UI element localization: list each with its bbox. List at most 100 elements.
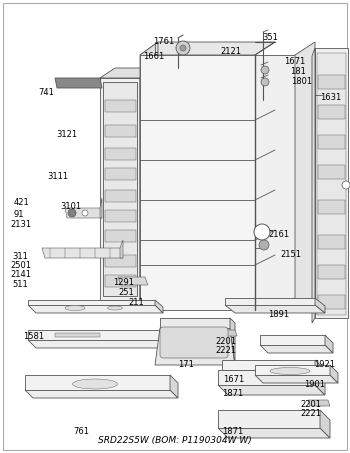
Text: 2121: 2121: [220, 47, 241, 56]
Polygon shape: [318, 135, 345, 149]
Text: 211: 211: [128, 298, 144, 307]
Text: 181: 181: [290, 67, 306, 76]
Circle shape: [180, 45, 186, 51]
Text: 1871: 1871: [222, 389, 243, 398]
Polygon shape: [325, 335, 333, 353]
Polygon shape: [140, 68, 155, 300]
Polygon shape: [318, 200, 345, 214]
Text: 2201: 2201: [215, 337, 236, 346]
Text: 351: 351: [262, 33, 278, 42]
Polygon shape: [317, 53, 346, 315]
Polygon shape: [55, 78, 102, 88]
Text: 311: 311: [12, 252, 28, 261]
Circle shape: [261, 78, 269, 86]
Text: 91: 91: [14, 210, 24, 219]
Polygon shape: [318, 75, 345, 89]
Text: 1581: 1581: [23, 332, 44, 341]
Polygon shape: [105, 100, 136, 112]
Text: 741: 741: [38, 88, 54, 97]
Polygon shape: [318, 295, 345, 309]
Polygon shape: [165, 330, 173, 348]
Text: 2131: 2131: [10, 220, 31, 229]
Polygon shape: [100, 68, 155, 78]
Polygon shape: [105, 168, 136, 180]
Text: 3121: 3121: [56, 130, 77, 139]
Polygon shape: [222, 370, 323, 378]
Text: 761: 761: [73, 427, 89, 436]
Ellipse shape: [270, 367, 310, 375]
Circle shape: [254, 224, 270, 240]
Text: 1671: 1671: [284, 57, 305, 66]
Text: 2501: 2501: [10, 261, 31, 270]
FancyBboxPatch shape: [160, 327, 228, 358]
Polygon shape: [318, 235, 345, 249]
Polygon shape: [255, 365, 330, 375]
Polygon shape: [230, 318, 235, 365]
Text: SRD22S5W (BOM: P1190304W W): SRD22S5W (BOM: P1190304W W): [98, 436, 252, 445]
Polygon shape: [65, 208, 102, 218]
Text: 1801: 1801: [291, 77, 312, 86]
Polygon shape: [140, 55, 255, 310]
Polygon shape: [25, 390, 178, 398]
Polygon shape: [218, 370, 315, 385]
Polygon shape: [255, 375, 338, 383]
Text: 171: 171: [178, 360, 194, 369]
Circle shape: [342, 181, 350, 189]
Polygon shape: [312, 48, 315, 323]
Polygon shape: [320, 410, 330, 438]
Polygon shape: [55, 333, 100, 337]
Polygon shape: [100, 78, 140, 300]
Polygon shape: [120, 240, 123, 258]
Polygon shape: [105, 255, 136, 267]
Polygon shape: [105, 148, 136, 160]
Text: 251: 251: [118, 288, 134, 297]
Polygon shape: [105, 275, 136, 287]
Text: 511: 511: [12, 280, 28, 289]
Polygon shape: [105, 190, 136, 202]
Polygon shape: [330, 365, 338, 383]
Text: 1921: 1921: [314, 360, 335, 369]
Polygon shape: [155, 328, 235, 365]
Polygon shape: [28, 340, 173, 348]
Circle shape: [261, 66, 269, 74]
Polygon shape: [225, 305, 325, 313]
Polygon shape: [170, 375, 178, 398]
Polygon shape: [28, 300, 155, 305]
Ellipse shape: [65, 305, 85, 310]
Circle shape: [259, 240, 269, 250]
Text: 1631: 1631: [320, 93, 341, 102]
Text: 1891: 1891: [268, 310, 289, 319]
Polygon shape: [218, 428, 330, 438]
Text: 421: 421: [14, 198, 30, 207]
Polygon shape: [103, 82, 137, 296]
Ellipse shape: [107, 306, 122, 310]
Polygon shape: [28, 330, 165, 340]
Polygon shape: [140, 42, 275, 55]
Ellipse shape: [72, 379, 118, 389]
Text: 2161: 2161: [268, 230, 289, 239]
Polygon shape: [315, 298, 325, 313]
Polygon shape: [260, 345, 333, 353]
Polygon shape: [42, 248, 123, 258]
Polygon shape: [318, 165, 345, 179]
Polygon shape: [105, 210, 136, 222]
Text: 3111: 3111: [47, 172, 68, 181]
Text: 1661: 1661: [143, 52, 164, 61]
Text: 2141: 2141: [10, 270, 31, 279]
Polygon shape: [315, 370, 325, 395]
Text: 2221: 2221: [300, 409, 321, 418]
Polygon shape: [318, 265, 345, 279]
Polygon shape: [222, 360, 315, 370]
Polygon shape: [105, 230, 136, 242]
Circle shape: [68, 209, 76, 217]
Polygon shape: [218, 410, 320, 428]
Text: 1871: 1871: [222, 427, 243, 436]
Polygon shape: [295, 42, 315, 310]
Polygon shape: [155, 300, 163, 313]
Polygon shape: [140, 42, 158, 310]
Text: 1671: 1671: [223, 375, 244, 384]
Polygon shape: [218, 330, 237, 336]
Polygon shape: [28, 305, 163, 313]
Polygon shape: [160, 318, 230, 328]
Polygon shape: [255, 55, 295, 310]
